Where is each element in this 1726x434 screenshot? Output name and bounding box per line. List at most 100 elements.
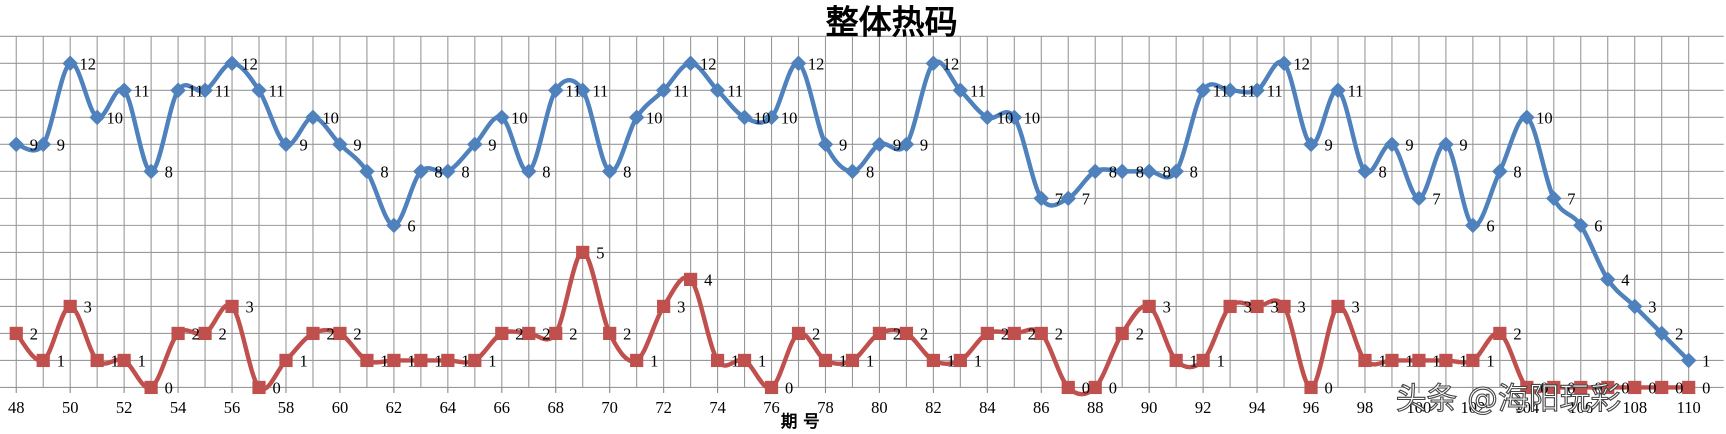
- x-tick-label: 86: [1033, 398, 1050, 417]
- data-label: 12: [241, 54, 258, 73]
- data-label: 0: [1567, 378, 1575, 397]
- marker: [36, 353, 50, 368]
- data-label: 11: [1267, 81, 1283, 100]
- x-axis-label: 期 号: [781, 412, 820, 431]
- marker: [1169, 353, 1183, 368]
- x-tick-label: 92: [1195, 398, 1212, 417]
- data-label: 0: [1325, 378, 1333, 397]
- marker: [90, 353, 104, 368]
- x-tick-label: 106: [1568, 398, 1593, 417]
- marker: [1412, 353, 1426, 368]
- x-tick-label: 68: [547, 398, 564, 417]
- marker: [1628, 380, 1642, 395]
- data-label: 8: [542, 162, 550, 181]
- data-label: 2: [192, 324, 200, 343]
- x-tick-label: 64: [440, 398, 457, 417]
- x-tick-label: 90: [1141, 398, 1158, 417]
- data-label: 6: [1486, 216, 1494, 235]
- x-tick-label: 84: [979, 398, 996, 417]
- marker: [1007, 326, 1021, 341]
- marker: [1519, 109, 1535, 126]
- data-label: 1: [111, 351, 119, 370]
- marker: [1033, 190, 1050, 207]
- marker: [576, 245, 590, 259]
- marker: [1303, 136, 1319, 153]
- marker: [1249, 82, 1265, 99]
- marker: [1277, 299, 1291, 314]
- data-label: 10: [107, 108, 124, 127]
- marker: [979, 109, 996, 126]
- data-label: 1: [299, 351, 307, 370]
- data-label: 2: [326, 324, 334, 343]
- marker: [522, 326, 536, 341]
- x-tick-label: 78: [817, 398, 834, 417]
- data-label: 1: [947, 351, 955, 370]
- data-label: 8: [165, 162, 173, 181]
- data-label: 1: [138, 351, 146, 370]
- data-label: 6: [1594, 216, 1602, 235]
- data-label: 1: [974, 351, 982, 370]
- x-tick-label: 76: [763, 398, 780, 417]
- data-label: 5: [596, 243, 604, 262]
- marker: [225, 299, 239, 314]
- marker: [306, 326, 320, 341]
- data-label: 10: [322, 108, 338, 127]
- marker: [1493, 326, 1507, 341]
- data-label: 0: [1109, 378, 1117, 397]
- marker: [1223, 299, 1237, 314]
- data-label: 2: [1001, 324, 1009, 343]
- marker: [871, 136, 888, 153]
- marker: [926, 353, 940, 368]
- data-label: 11: [565, 81, 581, 100]
- marker: [1411, 190, 1427, 207]
- marker: [1574, 380, 1588, 395]
- data-label: 8: [1378, 162, 1386, 181]
- x-tick-label: 82: [925, 398, 942, 417]
- marker: [1466, 353, 1480, 368]
- marker: [1572, 217, 1589, 234]
- data-label: 1: [380, 351, 388, 370]
- marker: [1520, 380, 1534, 395]
- marker: [441, 353, 455, 368]
- data-label: 2: [515, 324, 523, 343]
- data-label: 8: [380, 162, 388, 181]
- marker: [387, 353, 401, 368]
- data-label: 8: [461, 162, 469, 181]
- data-label: 2: [353, 324, 361, 343]
- marker: [1088, 380, 1102, 395]
- data-label: 0: [1675, 378, 1683, 397]
- data-label: 7: [1432, 189, 1440, 208]
- data-label: 12: [700, 54, 716, 73]
- marker: [386, 217, 402, 234]
- marker: [710, 353, 725, 368]
- x-tick-label: 72: [655, 398, 672, 417]
- data-label: 9: [30, 135, 38, 154]
- data-label: 3: [1648, 297, 1656, 316]
- data-label: 4: [704, 270, 712, 289]
- data-label: 9: [353, 135, 361, 154]
- data-label: 2: [1055, 324, 1063, 343]
- marker: [1196, 353, 1210, 368]
- marker: [1331, 299, 1345, 314]
- data-label: 9: [488, 135, 496, 154]
- marker: [198, 326, 212, 341]
- data-label: 1: [407, 351, 415, 370]
- marker: [360, 353, 374, 368]
- marker: [1626, 298, 1643, 315]
- marker: [116, 82, 132, 99]
- data-label: 0: [1702, 378, 1710, 397]
- data-label: 9: [1405, 135, 1413, 154]
- marker: [1357, 163, 1373, 180]
- marker: [549, 326, 563, 341]
- marker: [251, 82, 267, 99]
- marker: [279, 353, 293, 368]
- marker: [63, 299, 77, 314]
- marker: [117, 353, 131, 368]
- x-tick-label: 108: [1622, 398, 1647, 417]
- marker: [144, 380, 158, 395]
- data-label: 2: [30, 324, 38, 343]
- data-label: 1: [1378, 351, 1386, 370]
- marker: [736, 109, 753, 126]
- marker: [89, 109, 105, 126]
